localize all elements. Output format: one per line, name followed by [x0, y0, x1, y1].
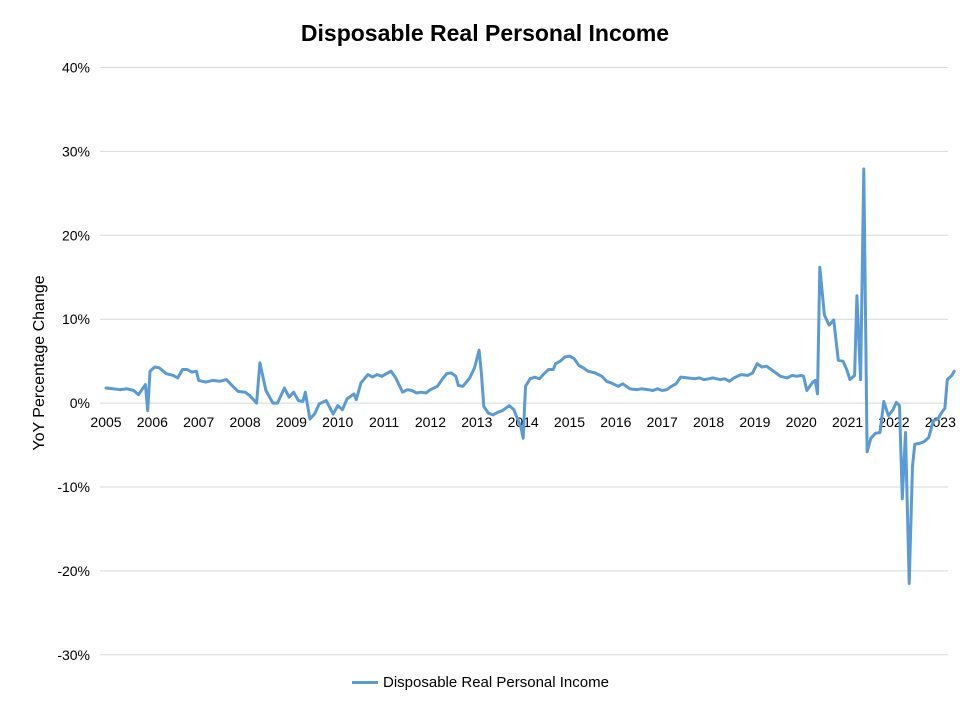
x-tick-label: 2005: [90, 414, 121, 430]
y-tick-label: -30%: [57, 647, 90, 663]
x-tick-label: 2015: [554, 414, 585, 430]
legend-swatch: [352, 681, 378, 684]
series-line-disposable-real-personal-income: [104, 167, 956, 585]
x-tick-label: 2007: [183, 414, 214, 430]
y-tick-label: 10%: [62, 311, 90, 327]
y-axis-label: YoY Percentage Change: [31, 275, 48, 450]
chart-title: Disposable Real Personal Income: [300, 20, 670, 46]
x-tick-label: 2021: [832, 414, 863, 430]
x-tick-label: 2018: [693, 414, 724, 430]
legend-label: Disposable Real Personal Income: [383, 674, 609, 691]
x-axis-ticks: 2005 2006 2007 2008 2009 2010 2011 2012 2013 2014…: [90, 414, 956, 430]
x-tick-label: 2019: [739, 414, 770, 430]
x-tick-label: 2010: [322, 414, 353, 430]
x-tick-label: 2012: [415, 414, 446, 430]
legend: Disposable Real Personal Income: [352, 674, 609, 691]
y-tick-label: 0%: [70, 395, 90, 411]
x-tick-label: 2006: [137, 414, 168, 430]
y-tick-label: 20%: [62, 227, 90, 243]
x-tick-label: 2022: [878, 414, 909, 430]
x-tick-label: 2016: [600, 414, 631, 430]
x-tick-label: 2008: [229, 414, 260, 430]
x-tick-label: 2009: [276, 414, 307, 430]
y-tick-label: 40%: [62, 60, 90, 76]
x-tick-label: 2017: [647, 414, 678, 430]
y-tick-label: -20%: [57, 563, 90, 579]
x-tick-label: 2011: [369, 414, 399, 430]
gridlines: [100, 67, 948, 656]
y-tick-label: 30%: [62, 143, 90, 159]
x-tick-label: 2020: [786, 414, 817, 430]
x-tick-label: 2013: [461, 414, 492, 430]
y-axis-ticks: 40% 30% 20% 10% 0% -10% -20% -30%: [57, 60, 90, 663]
y-tick-label: -10%: [57, 479, 90, 495]
